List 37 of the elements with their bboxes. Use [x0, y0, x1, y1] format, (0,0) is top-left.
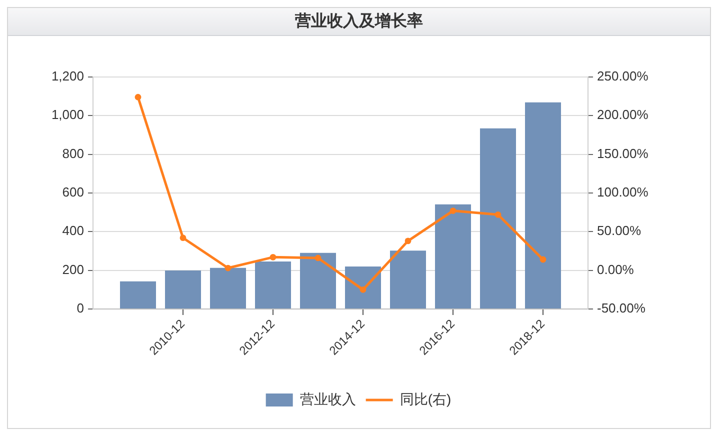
- point: [450, 208, 456, 214]
- bar: [435, 204, 471, 308]
- bar: [390, 250, 426, 308]
- y2-tick-label: 50.00%: [597, 223, 642, 238]
- point: [494, 211, 502, 218]
- point: [404, 238, 412, 244]
- y-tick-label: 800: [62, 146, 84, 161]
- point: [180, 234, 186, 242]
- y2-tick-label: -50.00%: [597, 300, 646, 316]
- bar: [210, 268, 246, 308]
- y2-tick-label: 250.00%: [597, 68, 649, 84]
- y2-tick-label: 0.00%: [597, 262, 634, 277]
- bar: [255, 261, 291, 308]
- y2-tick-label: 150.00%: [597, 146, 649, 161]
- legend-label: 营业收入: [300, 390, 356, 407]
- point: [134, 94, 142, 100]
- y-tick-label: 200: [62, 262, 84, 277]
- bar: [165, 270, 201, 308]
- point: [224, 264, 232, 272]
- point: [314, 254, 322, 262]
- y2-tick-label: 100.00%: [597, 184, 649, 200]
- y2-tick-label: 200.00%: [597, 107, 649, 122]
- point: [360, 286, 366, 293]
- bar: [525, 102, 561, 308]
- legend-label: 同比(右): [400, 390, 452, 407]
- bar: [345, 266, 381, 308]
- y-tick-label: 400: [62, 223, 84, 238]
- bar: [300, 252, 336, 308]
- chart-title: 营业收入及增长率: [8, 8, 710, 36]
- y-tick-label: 0: [76, 300, 84, 316]
- y-tick-label: 600: [62, 184, 84, 200]
- y-tick-label: 1,200: [51, 68, 84, 84]
- point: [540, 256, 546, 263]
- point: [270, 254, 276, 260]
- y-tick-label: 1,000: [51, 107, 84, 122]
- bar: [120, 281, 156, 308]
- bar: [480, 128, 516, 308]
